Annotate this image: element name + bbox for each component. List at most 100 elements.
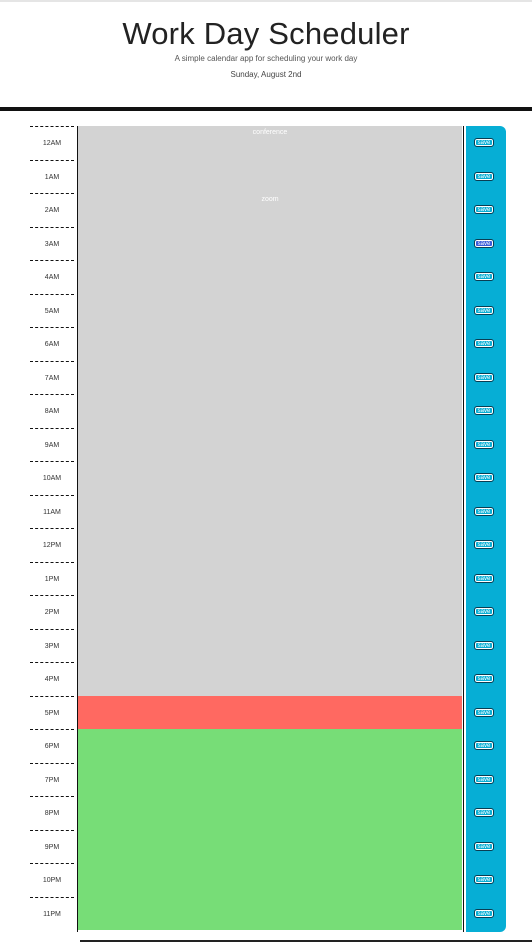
event-textarea[interactable] (78, 863, 462, 897)
bottom-rule (80, 940, 532, 942)
scheduler-container: 12AM 1AM 2AM 3AM 4AM 5AM 6AM 7AM 8AM 9AM 10AM 11AM 1… (30, 126, 506, 932)
page-title: Work Day Scheduler (122, 16, 410, 51)
save-button[interactable]: save (474, 573, 494, 583)
page-header: Work Day Scheduler A simple calendar app… (0, 2, 532, 108)
event-textarea[interactable] (78, 360, 462, 394)
hour-label: 1PM (30, 561, 74, 596)
event-textarea[interactable] (78, 226, 462, 260)
save-button[interactable]: save (474, 707, 494, 717)
event-textarea[interactable] (78, 327, 462, 361)
hour-label: 12PM (30, 528, 74, 562)
save-button[interactable]: save (474, 506, 494, 516)
event-textarea[interactable] (78, 595, 462, 629)
event-textarea[interactable] (78, 729, 462, 763)
event-textarea[interactable] (78, 528, 462, 562)
hour-label: 7PM (30, 762, 74, 797)
save-button[interactable]: save (474, 841, 494, 851)
header-divider (0, 107, 532, 111)
event-textarea[interactable] (78, 628, 462, 662)
save-button[interactable]: save (474, 205, 494, 214)
event-textarea[interactable] (78, 494, 462, 528)
event-textarea[interactable] (78, 427, 462, 461)
save-button[interactable]: save (474, 774, 494, 784)
event-column: conference zoom (78, 126, 462, 932)
hour-label: 2PM (30, 595, 74, 629)
event-text (78, 729, 462, 732)
hour-label: 3PM (30, 628, 74, 663)
current-day: Sunday, August 2nd (230, 70, 302, 79)
hour-column: 12AM 1AM 2AM 3AM 4AM 5AM 6AM 7AM 8AM 9AM 10AM 11AM 1… (30, 126, 78, 932)
save-button[interactable]: save (474, 875, 494, 884)
save-button[interactable]: save (474, 607, 494, 616)
event-text (78, 495, 462, 498)
save-button[interactable]: save (474, 406, 494, 415)
save-button[interactable]: save (474, 439, 494, 449)
save-button[interactable]: save (474, 540, 494, 549)
save-button[interactable]: save (474, 138, 494, 147)
hour-label: 8PM (30, 796, 74, 830)
event-text (78, 361, 462, 364)
event-textarea[interactable] (78, 260, 462, 294)
event-text (78, 595, 462, 598)
hour-label: 9AM (30, 427, 74, 462)
event-textarea[interactable]: zoom (78, 193, 462, 227)
hour-label: 11AM (30, 494, 74, 529)
event-text: zoom (261, 196, 279, 203)
event-text (78, 897, 462, 900)
event-textarea[interactable] (78, 695, 462, 729)
hour-label: 7AM (30, 360, 74, 395)
hour-label: 12AM (30, 126, 74, 160)
event-text (78, 294, 462, 297)
save-button[interactable]: save (474, 305, 494, 315)
save-column: save save save save save save save save save save… (466, 126, 506, 932)
event-text (78, 327, 462, 330)
event-textarea[interactable] (78, 461, 462, 495)
event-textarea[interactable] (78, 896, 462, 930)
event-text (78, 260, 462, 263)
event-textarea[interactable]: conference (78, 126, 462, 160)
event-text (78, 763, 462, 766)
save-button[interactable]: save (474, 808, 494, 817)
hour-label: 5AM (30, 293, 74, 328)
event-textarea[interactable] (78, 394, 462, 428)
save-button[interactable]: save (474, 741, 494, 750)
event-text (78, 160, 462, 163)
column-divider (77, 126, 78, 932)
event-textarea[interactable] (78, 762, 462, 796)
save-button[interactable]: save (474, 674, 494, 683)
save-button[interactable]: save (474, 272, 494, 281)
event-textarea[interactable] (78, 796, 462, 830)
event-textarea[interactable] (78, 662, 462, 696)
hour-label: 6PM (30, 729, 74, 763)
save-button[interactable]: save (474, 171, 494, 181)
hour-label: 8AM (30, 394, 74, 428)
event-textarea[interactable] (78, 561, 462, 595)
save-button[interactable]: save (474, 339, 494, 348)
event-textarea[interactable] (78, 829, 462, 863)
hour-label: 3AM (30, 226, 74, 261)
hour-label: 1AM (30, 159, 74, 194)
save-button[interactable]: save (474, 372, 494, 382)
event-textarea[interactable] (78, 159, 462, 193)
hour-label: 4PM (30, 662, 74, 696)
event-textarea[interactable] (78, 293, 462, 327)
event-text (78, 629, 462, 632)
event-text (78, 863, 462, 866)
hour-label: 4AM (30, 260, 74, 294)
event-text (78, 830, 462, 833)
hour-label: 5PM (30, 695, 74, 730)
event-text (78, 394, 462, 397)
save-button[interactable]: save (474, 640, 494, 650)
event-text (78, 696, 462, 699)
hour-label: 6AM (30, 327, 74, 361)
top-rule (0, 0, 532, 2)
hour-label: 10PM (30, 863, 74, 897)
event-text (78, 562, 462, 565)
save-button[interactable]: save (474, 238, 494, 248)
event-text (78, 528, 462, 531)
hour-label: 2AM (30, 193, 74, 227)
event-text (78, 796, 462, 799)
save-button[interactable]: save (474, 908, 494, 918)
hour-label: 11PM (30, 896, 74, 931)
save-button[interactable]: save (474, 473, 494, 482)
